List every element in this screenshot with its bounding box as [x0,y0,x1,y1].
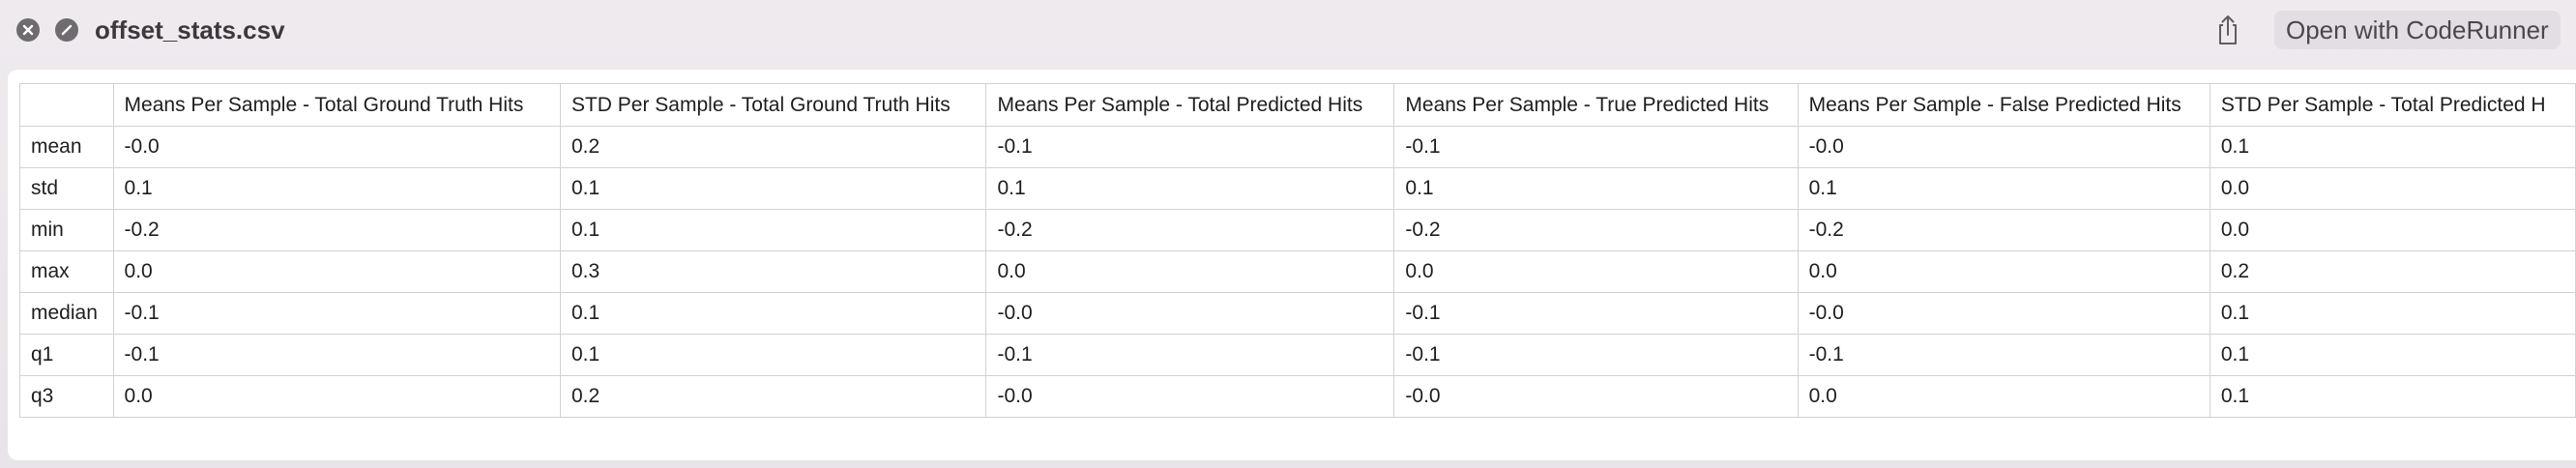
row-label: q3 [19,375,114,418]
table-cell: 0.1 [559,167,987,210]
close-icon [22,24,34,36]
row-label: q1 [19,334,114,376]
table-cell: -0.1 [1797,334,2210,376]
table-cell: 0.1 [2209,334,2576,376]
table-cell: 0.1 [2209,292,2576,335]
table-cell: -0.0 [1797,292,2210,335]
table-cell: 0.2 [559,375,987,418]
table-cell: 0.2 [559,126,987,168]
table-cell: 0.2 [2209,250,2576,293]
share-button[interactable] [2212,14,2243,46]
table-cell: 0.3 [559,250,987,293]
window-title: offset_stats.csv [95,15,285,44]
open-with-coderunner-button[interactable]: Open with CodeRunner [2274,11,2561,49]
column-header: STD Per Sample - Total Ground Truth Hits [559,83,987,127]
header-row: Means Per Sample - Total Ground Truth Hi… [19,83,2576,127]
table-row: min -0.2 0.1 -0.2 -0.2 -0.2 0.0 [19,209,2576,251]
row-label: max [19,250,114,293]
csv-preview-area: Means Per Sample - Total Ground Truth Hi… [8,70,2576,460]
table-cell: -0.0 [1393,375,1799,418]
table-cell: 0.0 [1797,375,2210,418]
table-cell: -0.2 [1797,209,2210,251]
table-cell: -0.1 [112,292,561,335]
table-cell: -0.2 [985,209,1395,251]
table-cell: -0.0 [1797,126,2210,168]
table-row: max 0.0 0.3 0.0 0.0 0.0 0.2 [19,250,2576,293]
table-cell: 0.1 [559,292,987,335]
table-cell: 0.0 [2209,209,2576,251]
table-cell: -0.2 [1393,209,1799,251]
table-cell: -0.2 [112,209,561,251]
table-cell: -0.0 [112,126,561,168]
row-label: min [19,209,114,251]
share-icon [2219,15,2237,44]
block-icon [61,24,73,36]
table-row: median -0.1 0.1 -0.0 -0.1 -0.0 0.1 [19,292,2576,335]
block-button[interactable] [55,18,78,42]
table-cell: 0.1 [1797,167,2210,210]
column-header [19,83,114,127]
table-cell: 0.0 [1797,250,2210,293]
column-header: Means Per Sample - False Predicted Hits [1797,83,2210,127]
column-header: Means Per Sample - True Predicted Hits [1393,83,1799,127]
table-cell: -0.1 [985,334,1395,376]
table-cell: 0.1 [2209,375,2576,418]
column-header: Means Per Sample - Total Ground Truth Hi… [112,83,561,127]
table-cell: 0.1 [2209,126,2576,168]
table-cell: -0.0 [985,292,1395,335]
row-label: median [19,292,114,335]
table-row: std 0.1 0.1 0.1 0.1 0.1 0.0 [19,167,2576,210]
table-cell: -0.1 [112,334,561,376]
csv-table: Means Per Sample - Total Ground Truth Hi… [19,83,2576,418]
row-label: mean [19,126,114,168]
table-cell: 0.1 [559,334,987,376]
table-cell: 0.1 [1393,167,1799,210]
table-row: q1 -0.1 0.1 -0.1 -0.1 -0.1 0.1 [19,334,2576,376]
table-cell: -0.1 [1393,334,1799,376]
title-bar: offset_stats.csv Open with CodeRunner [0,0,2576,62]
table-cell: 0.0 [112,250,561,293]
table-cell: 0.1 [985,167,1395,210]
table-cell: 0.1 [559,209,987,251]
table-cell: -0.0 [985,375,1395,418]
table-cell: -0.1 [985,126,1395,168]
column-header: STD Per Sample - Total Predicted H [2209,83,2576,127]
table-cell: 0.0 [985,250,1395,293]
table-cell: 0.0 [2209,167,2576,210]
row-label: std [19,167,114,210]
table-cell: 0.0 [1393,250,1799,293]
table-row: q3 0.0 0.2 -0.0 -0.0 0.0 0.1 [19,375,2576,418]
close-button[interactable] [16,18,40,42]
table-cell: -0.1 [1393,126,1799,168]
table-cell: -0.1 [1393,292,1799,335]
table-cell: 0.0 [112,375,561,418]
table-row: mean -0.0 0.2 -0.1 -0.1 -0.0 0.1 [19,126,2576,168]
column-header: Means Per Sample - Total Predicted Hits [985,83,1395,127]
table-cell: 0.1 [112,167,561,210]
